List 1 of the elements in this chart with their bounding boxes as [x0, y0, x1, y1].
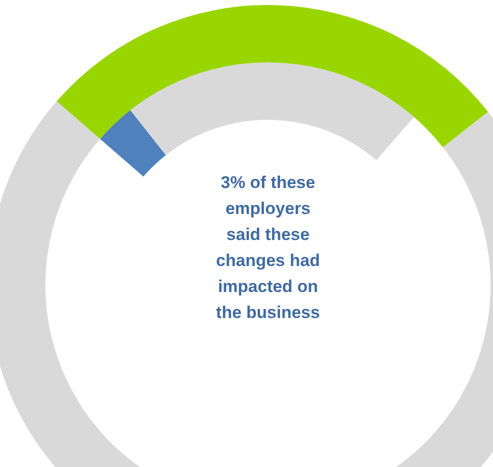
text: 3% of these employers said these changes had impacted on the business [216, 172, 320, 324]
